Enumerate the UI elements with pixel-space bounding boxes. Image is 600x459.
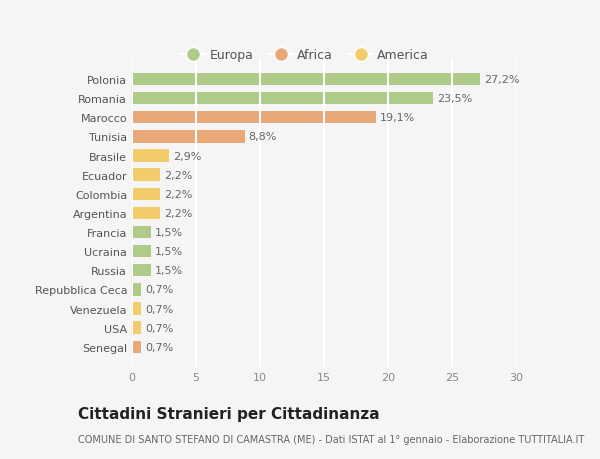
Bar [132,341,141,353]
Bar [132,226,151,239]
Bar [132,131,245,143]
Bar [132,302,141,315]
Text: 8,8%: 8,8% [248,132,277,142]
Text: 27,2%: 27,2% [484,75,520,85]
Bar [132,150,169,162]
Bar [132,73,480,86]
Text: 19,1%: 19,1% [380,113,416,123]
Bar [132,169,160,181]
Text: 2,9%: 2,9% [173,151,202,161]
Bar [132,112,376,124]
Text: 23,5%: 23,5% [437,94,472,104]
Bar [132,264,151,277]
Text: 0,7%: 0,7% [145,304,173,314]
Text: 2,2%: 2,2% [164,208,193,218]
Bar [132,188,160,201]
Bar [132,284,141,296]
Legend: Europa, Africa, America: Europa, Africa, America [176,45,434,67]
Text: 2,2%: 2,2% [164,190,193,199]
Bar [132,93,433,105]
Text: 0,7%: 0,7% [145,323,173,333]
Text: 1,5%: 1,5% [155,246,183,257]
Text: 0,7%: 0,7% [145,342,173,352]
Text: Cittadini Stranieri per Cittadinanza: Cittadini Stranieri per Cittadinanza [78,406,380,421]
Bar [132,322,141,334]
Text: 2,2%: 2,2% [164,170,193,180]
Bar [132,246,151,258]
Text: 0,7%: 0,7% [145,285,173,295]
Text: 1,5%: 1,5% [155,266,183,276]
Text: 1,5%: 1,5% [155,228,183,237]
Bar [132,207,160,220]
Text: COMUNE DI SANTO STEFANO DI CAMASTRA (ME) - Dati ISTAT al 1° gennaio - Elaborazio: COMUNE DI SANTO STEFANO DI CAMASTRA (ME)… [78,434,584,444]
